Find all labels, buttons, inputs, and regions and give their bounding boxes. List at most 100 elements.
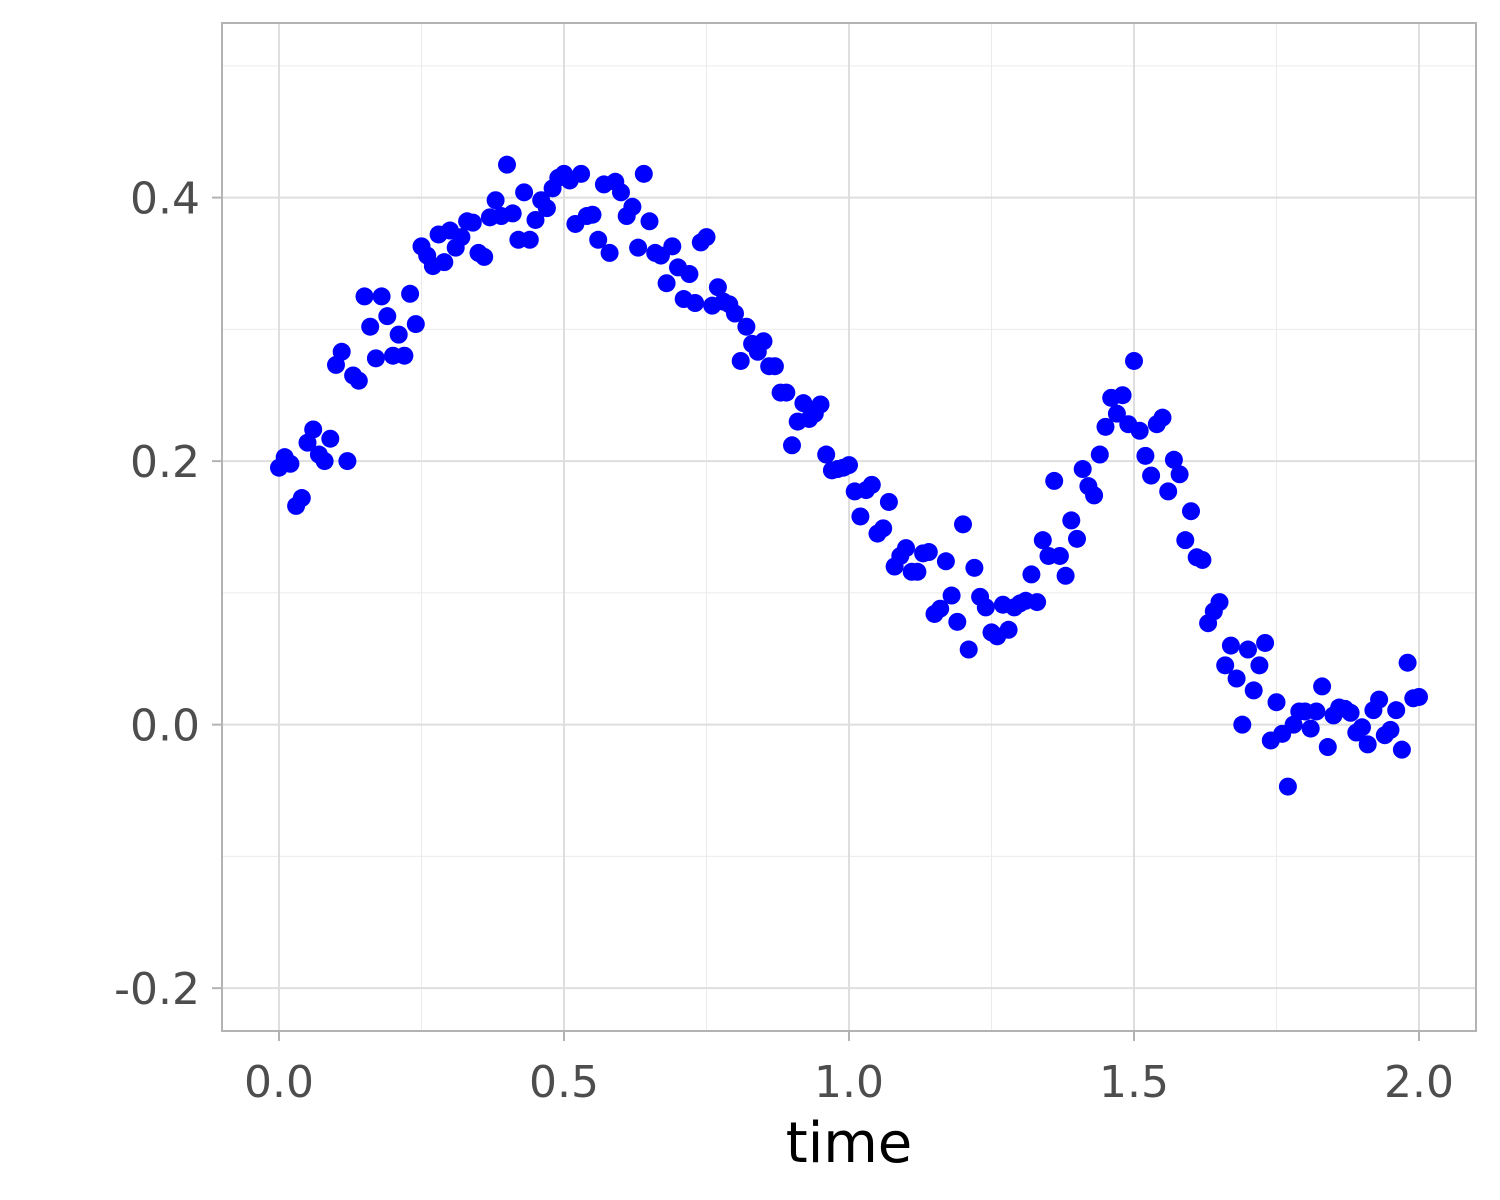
data-point (1142, 466, 1161, 485)
data-point (965, 558, 984, 577)
data-point (959, 640, 978, 659)
data-point (1250, 656, 1269, 675)
data-point (879, 492, 898, 511)
data-point (395, 346, 414, 365)
data-point (1210, 593, 1229, 612)
data-point (526, 210, 545, 229)
y-tick-label: 0.2 (130, 437, 200, 488)
data-point (1387, 701, 1406, 720)
data-point (754, 332, 773, 351)
data-point (435, 253, 454, 272)
data-point (1370, 690, 1389, 709)
data-point (1068, 529, 1086, 548)
data-point (1182, 502, 1200, 521)
data-point (777, 383, 796, 402)
data-point (498, 155, 516, 174)
data-point (931, 599, 950, 618)
y-tick-label: -0.2 (114, 964, 200, 1015)
data-point (401, 284, 420, 303)
data-point (338, 452, 357, 471)
y-tick-label: 0.4 (130, 174, 200, 225)
data-point (389, 325, 408, 344)
data-point (663, 237, 682, 256)
data-point (1125, 351, 1143, 370)
data-point (1267, 693, 1286, 712)
data-point (1090, 445, 1109, 464)
data-point (840, 456, 858, 475)
data-point (281, 454, 300, 473)
data-point (1028, 593, 1047, 612)
major-gridlines (222, 23, 1476, 1031)
data-point (697, 228, 716, 247)
data-point (503, 204, 522, 223)
data-point (406, 315, 425, 334)
data-point (1313, 677, 1332, 696)
data-point (976, 598, 995, 617)
data-point (908, 562, 927, 581)
data-point (1073, 460, 1092, 479)
data-point (1033, 531, 1052, 550)
data-point (1353, 718, 1371, 737)
data-point (897, 539, 915, 558)
data-point (366, 349, 385, 368)
data-point (1113, 386, 1132, 405)
data-point (942, 586, 961, 605)
data-point (794, 394, 813, 413)
data-point (623, 197, 642, 216)
data-point (520, 230, 539, 249)
data-point (1050, 546, 1069, 565)
data-point (686, 294, 705, 312)
data-point (475, 247, 494, 266)
data-point (1193, 550, 1212, 569)
data-point (634, 164, 653, 183)
data-point (463, 213, 482, 232)
data-point (1062, 511, 1081, 530)
x-tick-label: 1.0 (814, 1057, 884, 1108)
data-point (874, 519, 893, 538)
data-point (486, 191, 505, 210)
x-tick-label: 1.5 (1099, 1057, 1169, 1108)
data-point (355, 287, 374, 306)
data-point (731, 351, 750, 370)
data-point (680, 265, 699, 284)
x-axis-title: time (786, 1111, 913, 1176)
data-point (954, 515, 972, 534)
data-point (1130, 421, 1149, 440)
data-point (1056, 566, 1075, 585)
data-point (612, 183, 630, 202)
data-point (1176, 531, 1195, 550)
x-tick-label: 0.5 (529, 1057, 599, 1108)
x-tick-label: 2.0 (1384, 1057, 1454, 1108)
data-point (1318, 738, 1337, 757)
data-point (948, 612, 967, 631)
data-point (999, 620, 1018, 639)
data-point (640, 212, 659, 231)
data-point (1392, 740, 1411, 759)
data-point (572, 164, 591, 183)
data-point (515, 183, 534, 202)
x-axis: 0.0 0.5 1.0 1.5 2.0 (244, 1031, 1454, 1108)
data-point (1022, 565, 1041, 584)
data-point (1410, 687, 1428, 706)
data-point (1244, 681, 1263, 700)
data-point (1307, 702, 1326, 721)
data-point (321, 429, 340, 448)
data-point (708, 278, 727, 297)
data-point (1085, 486, 1104, 505)
data-point (349, 371, 368, 390)
data-point (737, 317, 756, 336)
data-point (919, 543, 938, 562)
data-point (1256, 633, 1275, 652)
data-point (1107, 404, 1126, 423)
data-point (1239, 640, 1257, 659)
data-point (589, 230, 608, 249)
data-point (1381, 720, 1400, 739)
data-point (726, 304, 744, 323)
data-point (1045, 471, 1064, 490)
data-point (1233, 715, 1252, 734)
data-point (361, 317, 380, 336)
y-axis: -0.2 0.0 0.2 0.4 (114, 174, 222, 1015)
data-point (1398, 653, 1417, 672)
data-point (1136, 446, 1155, 465)
data-point (862, 475, 881, 494)
